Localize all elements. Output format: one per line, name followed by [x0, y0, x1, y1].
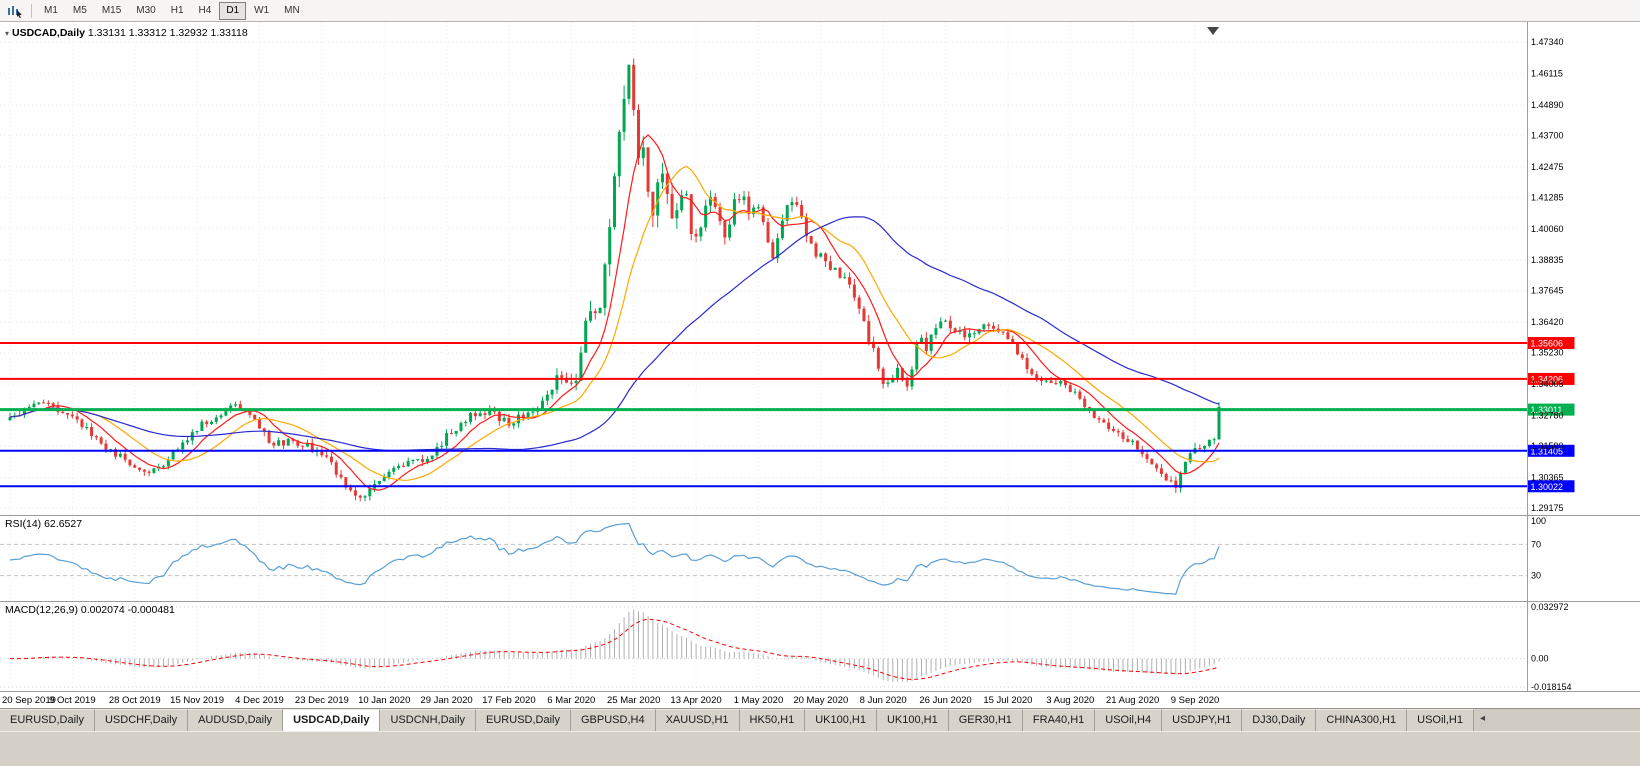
svg-text:21 Aug 2020: 21 Aug 2020: [1106, 695, 1159, 706]
svg-text:1.47340: 1.47340: [1531, 37, 1564, 47]
svg-text:1.41285: 1.41285: [1531, 192, 1564, 202]
timeframe-d1-button[interactable]: D1: [219, 1, 247, 20]
timeframe-m30-button[interactable]: M30: [136, 4, 156, 16]
tab-bar-tabs: EURUSD,Daily USDCHF,Daily AUDUSD,Daily USDC…: [0, 709, 1474, 731]
chart-tab-fra40-h1[interactable]: FRA40,H1: [1022, 709, 1096, 731]
svg-text:6 Mar 2020: 6 Mar 2020: [547, 695, 595, 706]
svg-text:26 Jun 2020: 26 Jun 2020: [919, 695, 971, 706]
svg-text:1.30022: 1.30022: [1531, 482, 1564, 492]
timeframe-group: M1 M5 M15 M30 H1 H4 D1 W1 MN: [37, 1, 307, 20]
timeframe-m15-button[interactable]: M15: [101, 4, 122, 16]
svg-text:1.35230: 1.35230: [1531, 348, 1564, 358]
svg-text:10 Jan 2020: 10 Jan 2020: [358, 695, 410, 706]
chart-title: ▾ USDCAD,Daily 1.33131 1.33312 1.32932 1.…: [5, 27, 248, 39]
svg-text:1 May 2020: 1 May 2020: [734, 695, 784, 706]
chart-window: 1.35606 1.34206 1.33011 1.31405 1.30022 1.473…: [0, 22, 1640, 708]
svg-text:1.34005: 1.34005: [1531, 379, 1564, 389]
chart-ohlc: 1.33131 1.33312 1.32932 1.33118: [87, 27, 248, 39]
chart-tab-eurusd-daily[interactable]: EURUSD,Daily: [0, 709, 95, 731]
chart-tab-usoil-h4[interactable]: USOil,H4: [1095, 709, 1163, 731]
svg-text:0.032972: 0.032972: [1531, 602, 1569, 612]
svg-text:1.43700: 1.43700: [1531, 130, 1564, 140]
timeframe-mn-button[interactable]: MN: [284, 4, 300, 16]
svg-text:0.00: 0.00: [1531, 654, 1549, 664]
svg-text:15 Jul 2020: 15 Jul 2020: [983, 695, 1032, 706]
svg-text:1.31590: 1.31590: [1531, 441, 1564, 451]
timeframe-m5-button[interactable]: M5: [72, 4, 87, 16]
svg-text:1.42475: 1.42475: [1531, 162, 1564, 172]
svg-text:4 Dec 2019: 4 Dec 2019: [235, 695, 284, 706]
svg-text:100: 100: [1531, 516, 1546, 526]
status-bar: [0, 731, 1640, 766]
chart-dropdown-icon[interactable]: ▾: [5, 29, 10, 38]
svg-text:9 Oct 2019: 9 Oct 2019: [49, 695, 95, 706]
svg-text:15 Nov 2019: 15 Nov 2019: [170, 695, 224, 706]
chart-tab-dj30-daily[interactable]: DJ30,Daily: [1242, 709, 1317, 731]
chart-tab-usdcad-daily[interactable]: USDCAD,Daily: [283, 709, 381, 731]
svg-text:1.29175: 1.29175: [1531, 503, 1564, 513]
chart-tab-usoil-h1[interactable]: USOil,H1: [1407, 709, 1474, 731]
chart-svg[interactable]: 1.35606 1.34206 1.33011 1.31405 1.30022 1.473…: [0, 22, 1640, 708]
svg-text:20 May 2020: 20 May 2020: [793, 695, 848, 706]
svg-text:28 Oct 2019: 28 Oct 2019: [109, 695, 161, 706]
chart-tab-uk100-h1[interactable]: UK100,H1: [805, 709, 877, 731]
svg-text:1.37645: 1.37645: [1531, 286, 1564, 296]
tab-bar: EURUSD,Daily USDCHF,Daily AUDUSD,Daily USDC…: [0, 708, 1640, 731]
svg-text:1.33011: 1.33011: [1531, 405, 1563, 415]
chart-symbol: USDCAD,Daily: [12, 27, 85, 39]
svg-text:70: 70: [1531, 539, 1541, 549]
svg-text:1.35606: 1.35606: [1531, 339, 1564, 349]
svg-text:17 Feb 2020: 17 Feb 2020: [482, 695, 535, 706]
chart-cursor-icon[interactable]: [4, 2, 26, 20]
tab-scroll-left-icon[interactable]: ◂: [1479, 713, 1485, 724]
top-toolbar: M1 M5 M15 M30 H1 H4 D1 W1 MN: [0, 0, 1640, 22]
macd-label: MACD(12,26,9) 0.002074 -0.000481: [5, 604, 175, 616]
svg-text:-0.018154: -0.018154: [1531, 682, 1572, 692]
chart-tab-usdchf-daily[interactable]: USDCHF,Daily: [94, 709, 189, 731]
chart-tab-usdjpy-h1[interactable]: USDJPY,H1: [1162, 709, 1243, 731]
chart-tab-gbpusd-h4[interactable]: GBPUSD,H4: [571, 709, 656, 731]
svg-text:1.31405: 1.31405: [1531, 446, 1564, 456]
svg-text:1.36420: 1.36420: [1531, 317, 1564, 327]
svg-text:1.40060: 1.40060: [1531, 224, 1564, 234]
timeframe-h1-button[interactable]: H1: [170, 4, 184, 16]
svg-text:23 Dec 2019: 23 Dec 2019: [295, 695, 349, 706]
svg-text:1.44890: 1.44890: [1531, 100, 1564, 110]
svg-text:30: 30: [1531, 571, 1541, 581]
timeframe-w1-button[interactable]: W1: [254, 4, 270, 16]
svg-text:1.34206: 1.34206: [1531, 374, 1564, 384]
svg-text:8 Jun 2020: 8 Jun 2020: [860, 695, 907, 706]
svg-text:29 Jan 2020: 29 Jan 2020: [420, 695, 472, 706]
svg-text:9 Sep 2020: 9 Sep 2020: [1171, 695, 1220, 706]
svg-text:13 Apr 2020: 13 Apr 2020: [670, 695, 721, 706]
chart-tab-audusd-daily[interactable]: AUDUSD,Daily: [188, 709, 284, 731]
svg-text:20 Sep 2019: 20 Sep 2019: [2, 695, 56, 706]
chart-tab-china300-h1[interactable]: CHINA300,H1: [1316, 709, 1408, 731]
timeframe-h4-button[interactable]: H4: [198, 4, 212, 16]
svg-text:1.46115: 1.46115: [1531, 68, 1563, 78]
chart-tab-hk50-h1[interactable]: HK50,H1: [739, 709, 806, 731]
chart-tab-xauusd-h1[interactable]: XAUUSD,H1: [655, 709, 740, 731]
svg-text:1.32780: 1.32780: [1531, 411, 1564, 421]
chart-tab-eurusd-daily[interactable]: EURUSD,Daily: [476, 709, 571, 731]
svg-text:1.38835: 1.38835: [1531, 255, 1564, 265]
chart-tab-uk100-h1[interactable]: UK100,H1: [876, 709, 949, 731]
toolbar-separator: [31, 3, 32, 18]
svg-text:3 Aug 2020: 3 Aug 2020: [1046, 695, 1094, 706]
chart-tab-usdcnh-daily[interactable]: USDCNH,Daily: [380, 709, 477, 731]
svg-text:25 Mar 2020: 25 Mar 2020: [607, 695, 660, 706]
chart-tab-ger30-h1[interactable]: GER30,H1: [948, 709, 1023, 731]
rsi-label: RSI(14) 62.6527: [5, 518, 83, 530]
timeframe-m1-button[interactable]: M1: [44, 4, 58, 16]
svg-text:1.30365: 1.30365: [1531, 472, 1564, 482]
